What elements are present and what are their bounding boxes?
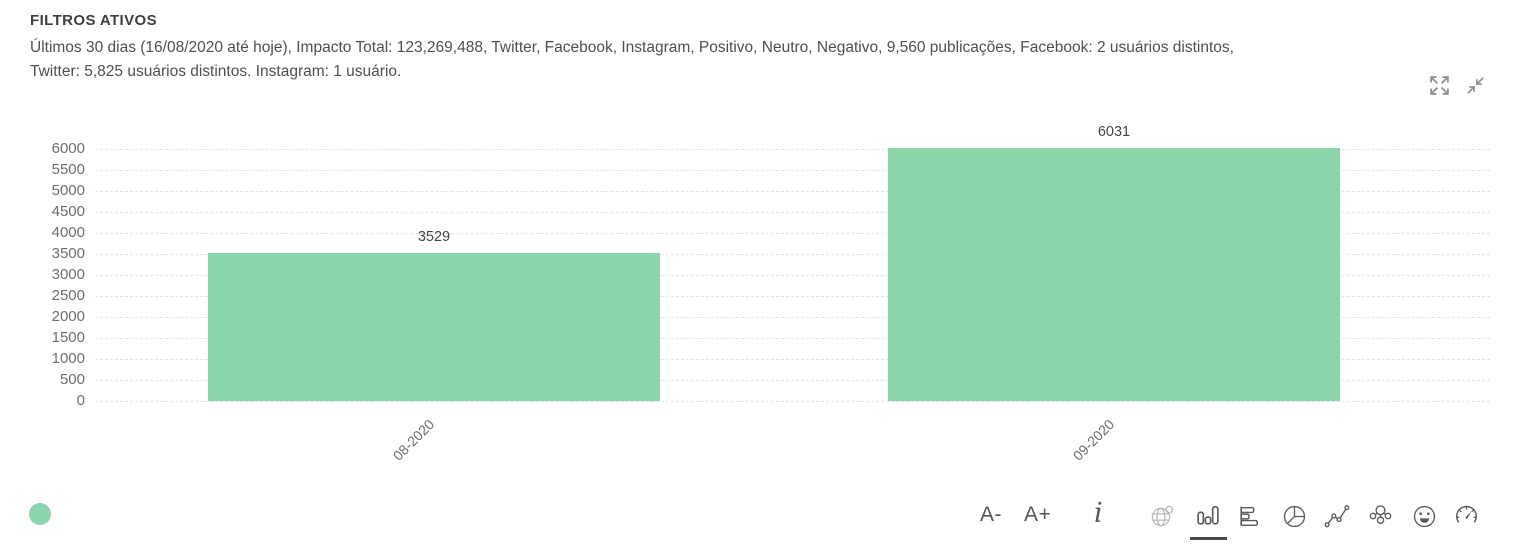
expand-icon [1430,76,1449,95]
filters-description-line2: Twitter: 5,825 usuários distintos. Insta… [30,63,402,80]
gridline [95,317,1490,318]
bar-chart: 0 500 1000 1500 2000 2500 3000 3500 4000 4500 5000… [0,124,1516,490]
y-axis-tick-label: 4500 [51,203,85,220]
legend-series-dot[interactable] [29,503,51,525]
globe-icon [1151,505,1174,527]
y-axis-tick-label: 500 [59,371,85,388]
page-title: FILTROS ATIVOS [30,12,157,29]
y-axis-tick-label: 3000 [51,266,85,283]
bar[interactable] [208,253,660,401]
info-button[interactable]: i [1094,500,1103,528]
gridline [95,254,1490,255]
y-axis-tick-label: 5000 [51,182,85,199]
expand-fullscreen-button[interactable] [1428,74,1451,97]
bar-value-label: 3529 [417,229,451,245]
collapse-icon [1467,77,1484,94]
gridline [95,380,1490,381]
gridline [95,275,1490,276]
chart-type-horizontal-bar-button[interactable] [1237,503,1264,530]
gridline [95,401,1490,402]
chart-type-pie-button[interactable] [1281,503,1308,530]
gridline [95,191,1490,192]
horizontal-bar-chart-icon [1240,506,1258,527]
pie-chart-icon [1283,505,1306,528]
globe-button[interactable] [1149,503,1176,530]
collapse-button[interactable] [1465,75,1486,96]
gridline [95,212,1490,213]
window-controls [1428,74,1486,97]
info-icon: i [1094,498,1103,529]
bar-value-label: 6031 [1097,124,1131,140]
x-axis-tick-label: 09-2020 [1069,416,1118,464]
gridline [95,170,1490,171]
y-axis-tick-label: 6000 [51,140,85,157]
network-graph-icon [1369,505,1392,524]
font-decrease-button[interactable]: A- [980,503,1002,526]
y-axis-tick-label: 0 [76,392,85,409]
gridline [95,296,1490,297]
sentiment-button[interactable] [1411,503,1438,530]
y-axis-tick-label: 1500 [51,329,85,346]
vertical-bar-chart-icon [1197,505,1219,525]
gridline [95,338,1490,339]
y-axis-tick-label: 1000 [51,350,85,367]
chart-type-network-button[interactable] [1367,502,1394,529]
gauge-icon [1456,505,1477,523]
y-axis-tick-label: 5500 [51,161,85,178]
gridline [95,233,1490,234]
filters-description-line1: Últimos 30 dias (16/08/2020 até hoje), I… [30,39,1234,56]
y-axis-tick-label: 2500 [51,287,85,304]
selected-chart-type-underline [1190,537,1227,540]
gauge-button[interactable] [1453,503,1480,530]
gridline [95,149,1490,150]
y-axis-tick-label: 2000 [51,308,85,325]
smiley-icon [1413,505,1436,528]
bar[interactable] [888,148,1340,401]
active-filters-header: FILTROS ATIVOS Últimos 30 dias (16/08/20… [30,12,1300,84]
chart-type-line-button[interactable] [1324,503,1351,530]
chart-type-vertical-bar-button[interactable] [1194,502,1221,529]
y-axis-tick-label: 4000 [51,224,85,241]
x-axis-tick-label: 08-2020 [389,416,438,464]
y-axis-tick-label: 3500 [51,245,85,262]
line-chart-icon [1324,505,1350,528]
font-increase-button[interactable]: A+ [1024,503,1052,526]
gridline [95,359,1490,360]
